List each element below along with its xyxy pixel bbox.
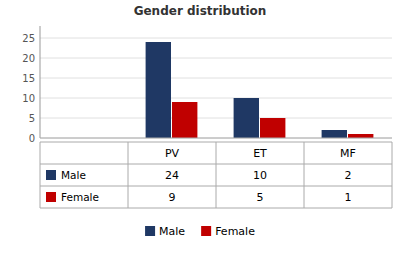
table-line (40, 142, 41, 208)
y-tick-label: 0 (29, 133, 35, 144)
table-value: 5 (257, 191, 264, 204)
grid-line (40, 58, 392, 59)
legend-label: Male (159, 225, 185, 238)
table-header: PV (165, 147, 180, 160)
table-value: 2 (345, 169, 352, 182)
table-line (392, 142, 393, 208)
legend-swatch (145, 226, 155, 236)
y-tick-label: 10 (22, 93, 35, 104)
bar (146, 42, 171, 138)
table-value: 24 (165, 169, 179, 182)
bar (348, 134, 373, 138)
table-line (216, 142, 217, 208)
grid-line (40, 118, 392, 119)
grid-line (40, 38, 392, 39)
table-swatch (46, 192, 56, 202)
bar (322, 130, 347, 138)
table-swatch (46, 170, 56, 180)
bars (146, 42, 374, 138)
chart-container: Gender distribution0510152025PVETMFMale2… (0, 0, 400, 254)
table-row-label: Male (61, 169, 86, 181)
grid-line (40, 138, 392, 139)
table-line (128, 142, 129, 208)
table-value: 10 (253, 169, 267, 182)
data-table: PV ET MF Male 24 10 2 Female 9 5 1 (40, 142, 392, 208)
legend-item: Female (201, 225, 255, 238)
table-line (304, 142, 305, 208)
table-value: 9 (169, 191, 176, 204)
y-tick-label: 25 (22, 33, 35, 44)
legend-swatch (201, 226, 211, 236)
legend: Male Female (145, 225, 255, 238)
table-header: MF (340, 147, 356, 160)
bar (260, 118, 285, 138)
chart-svg: Gender distribution0510152025PVETMFMale2… (0, 0, 400, 254)
legend-item: Male (145, 225, 185, 238)
legend-label: Female (215, 225, 255, 238)
grid (40, 38, 392, 138)
y-axis-line (40, 26, 41, 138)
x-axis-line (40, 138, 392, 139)
y-tick-label: 20 (22, 53, 35, 64)
table-header: ET (253, 147, 267, 160)
grid-line (40, 78, 392, 79)
y-tick-label: 5 (29, 113, 35, 124)
bar (234, 98, 259, 138)
table-value: 1 (345, 191, 352, 204)
grid-line (40, 98, 392, 99)
bar (172, 102, 197, 138)
table-row-label: Female (61, 191, 99, 203)
title: Gender distribution (134, 4, 267, 18)
y-tick-label: 15 (22, 73, 35, 84)
